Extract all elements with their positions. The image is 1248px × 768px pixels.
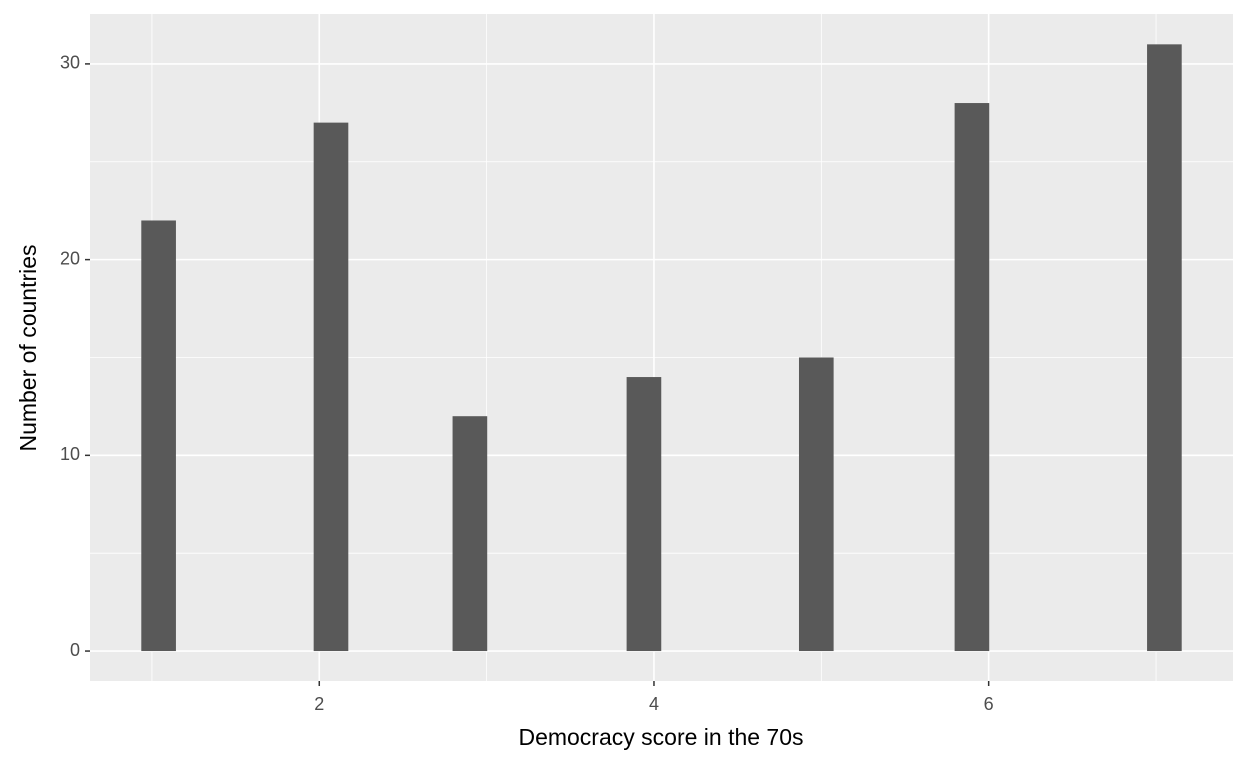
y-tick-label: 10 bbox=[60, 444, 80, 464]
x-tick-label: 2 bbox=[314, 694, 324, 714]
bar bbox=[313, 122, 349, 652]
bar bbox=[798, 357, 834, 652]
bar bbox=[626, 377, 662, 652]
y-axis-title: Number of countries bbox=[15, 244, 41, 451]
bar bbox=[141, 220, 176, 652]
x-axis-title: Democracy score in the 70s bbox=[518, 724, 803, 750]
bar bbox=[954, 103, 990, 652]
y-tick-label: 0 bbox=[70, 640, 80, 660]
x-tick-label: 4 bbox=[649, 694, 659, 714]
y-tick-label: 20 bbox=[60, 248, 80, 268]
bar bbox=[1147, 44, 1182, 652]
x-tick-label: 6 bbox=[984, 694, 994, 714]
panel bbox=[90, 14, 1233, 681]
y-tick-label: 30 bbox=[60, 53, 80, 73]
bar bbox=[452, 416, 488, 652]
